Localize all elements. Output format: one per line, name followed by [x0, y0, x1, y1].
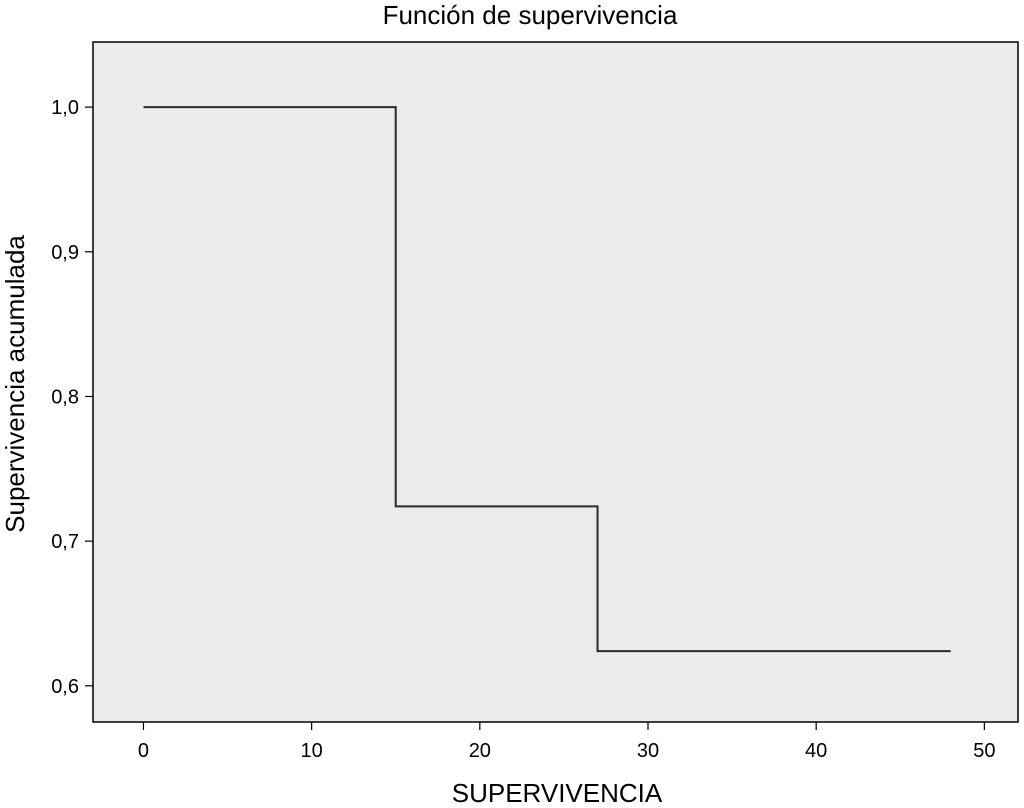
y-axis-label: Supervivencia acumulada [0, 235, 30, 533]
chart-title: Función de supervivencia [383, 0, 678, 30]
y-tick-label: 0,7 [51, 531, 79, 553]
y-tick-label: 0,6 [51, 676, 79, 698]
plot-area [92, 41, 1019, 723]
x-tick-label: 10 [301, 740, 323, 762]
x-axis-ticks: 0 10 20 30 40 50 [138, 722, 995, 762]
y-axis-ticks: 0,6 0,7 0,8 0,9 1,0 [51, 97, 93, 698]
x-tick-label: 30 [637, 740, 659, 762]
x-tick-label: 20 [469, 740, 491, 762]
x-axis-label: SUPERVIVENCIA [452, 778, 663, 808]
y-tick-label: 1,0 [51, 97, 79, 119]
y-tick-label: 0,8 [51, 386, 79, 408]
x-tick-label: 50 [973, 740, 995, 762]
x-tick-label: 0 [138, 740, 149, 762]
x-tick-label: 40 [805, 740, 827, 762]
y-tick-label: 0,9 [51, 242, 79, 264]
survival-step-line [143, 106, 951, 653]
